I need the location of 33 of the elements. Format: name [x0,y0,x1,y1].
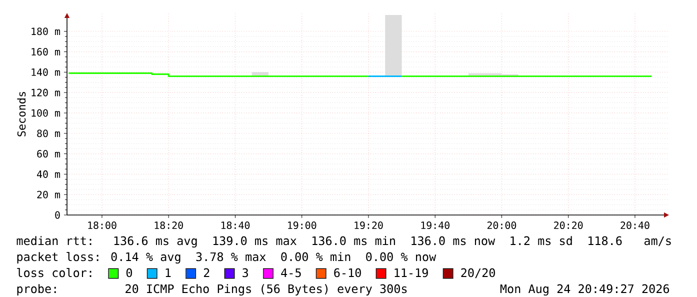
legend-label: 2 [204,268,210,277]
legend-label: 1 [166,268,171,277]
y-tick-label: 120 m [32,88,60,96]
y-tick-label: 20 m [37,190,60,198]
y-tick-label: 180 m [32,28,60,36]
x-tick-label: 19:40 [421,222,450,230]
legend-title: loss color: [17,268,92,278]
text: probe: 20 ICMP Echo Pings (56 Bytes) every 300s [17,284,407,296]
x-tick-label: 20:20 [554,222,583,230]
y-tick-label: 100 m [32,109,60,117]
x-tick-label: 19:00 [288,222,316,230]
x-tick-label: 18:00 [88,222,116,230]
y-tick-label: 80 m [37,130,60,138]
text: median rtt: 136.6 ms avg 139.0 ms max 136.0 ms min 136.0 ms now 1.2 ms sd 118.6 am/s [16,236,671,248]
y-tick-label: 60 m [37,150,60,158]
y-tick-label: 40 m [36,170,60,178]
legend-label: 0 [126,268,132,278]
y-tick-label: 160 m [32,48,60,56]
legend-label: 11-19 [394,268,428,278]
y-tick-label: 0 [55,211,60,219]
y-tick-label: 140 m [32,68,60,76]
x-tick-label: 20:40 [620,222,650,230]
legend-label: 4-5 [281,268,301,278]
x-tick-label: 18:40 [221,222,250,230]
x-tick-label: 20:00 [487,222,516,230]
y-axis-title: Seconds [17,92,26,136]
x-tick-label: 19:20 [354,222,383,230]
x-tick-label: 18:20 [154,222,183,230]
text: packet loss: 0.14 % avg 3.78 % max 0.00 % min 0.00 % now [17,252,436,264]
legend-label: 3 [242,268,248,278]
text: Mon Aug 24 20:49:27 2026 [500,284,670,296]
legend-label: 6-10 [334,268,361,278]
legend-label: 20/20 [461,268,495,278]
